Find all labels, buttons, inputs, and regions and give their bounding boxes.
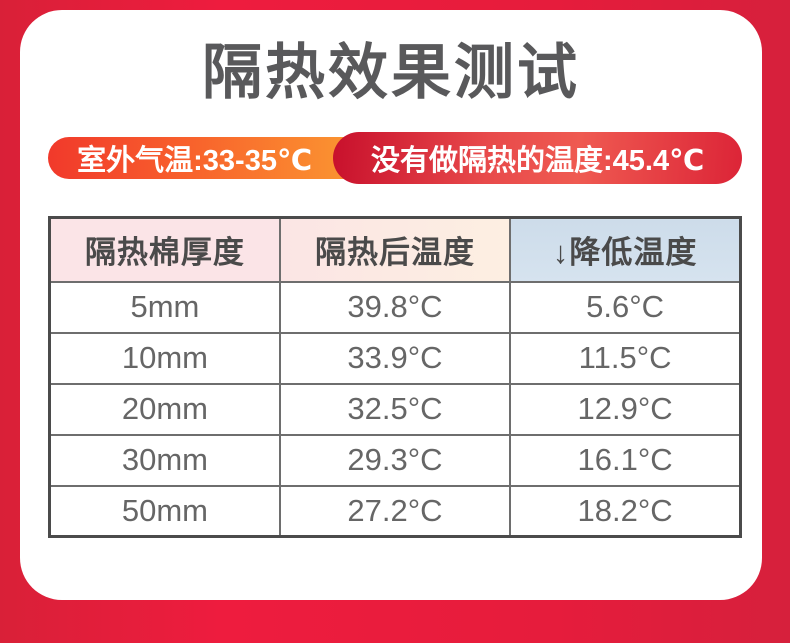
table-row: 10mm 33.9°C 11.5°C <box>48 331 742 385</box>
cell-thickness: 10mm <box>48 331 281 385</box>
cell-reduction: 16.1°C <box>509 433 742 487</box>
cell-thickness: 50mm <box>48 484 281 538</box>
header-cell-after-temp: 隔热后温度 <box>278 216 512 283</box>
badge-no-insulation-temp: 没有做隔热的温度:45.4℃ <box>333 132 742 184</box>
page-title: 隔热效果测试 <box>202 39 580 106</box>
cell-reduction: 18.2°C <box>509 484 742 538</box>
table-row: 50mm 27.2°C 18.2°C <box>48 484 742 538</box>
header-cell-reduction: ↓降低温度 <box>509 216 742 283</box>
cell-reduction: 11.5°C <box>509 331 742 385</box>
table-row: 20mm 32.5°C 12.9°C <box>48 382 742 436</box>
insulation-test-table: 隔热棉厚度 隔热后温度 ↓降低温度 5mm 39.8°C 5.6°C 10mm … <box>48 216 742 538</box>
cell-after-temp: 32.5°C <box>278 382 512 436</box>
header-cell-thickness: 隔热棉厚度 <box>48 216 281 283</box>
cell-after-temp: 39.8°C <box>278 280 512 334</box>
cell-thickness: 30mm <box>48 433 281 487</box>
cell-reduction: 5.6°C <box>509 280 742 334</box>
cell-thickness: 5mm <box>48 280 281 334</box>
cell-reduction: 12.9°C <box>509 382 742 436</box>
badge-outdoor-temp: 室外气温:33-35℃ <box>48 137 368 179</box>
table-row: 5mm 39.8°C 5.6°C <box>48 280 742 334</box>
table-row: 30mm 29.3°C 16.1°C <box>48 433 742 487</box>
cell-thickness: 20mm <box>48 382 281 436</box>
content-card: 隔热效果测试 室外气温:33-35℃ 没有做隔热的温度:45.4℃ 隔热棉厚度 … <box>20 10 762 600</box>
table-header-row: 隔热棉厚度 隔热后温度 ↓降低温度 <box>48 216 742 283</box>
temperature-badges: 室外气温:33-35℃ 没有做隔热的温度:45.4℃ <box>48 132 742 184</box>
cell-after-temp: 27.2°C <box>278 484 512 538</box>
cell-after-temp: 29.3°C <box>278 433 512 487</box>
cell-after-temp: 33.9°C <box>278 331 512 385</box>
